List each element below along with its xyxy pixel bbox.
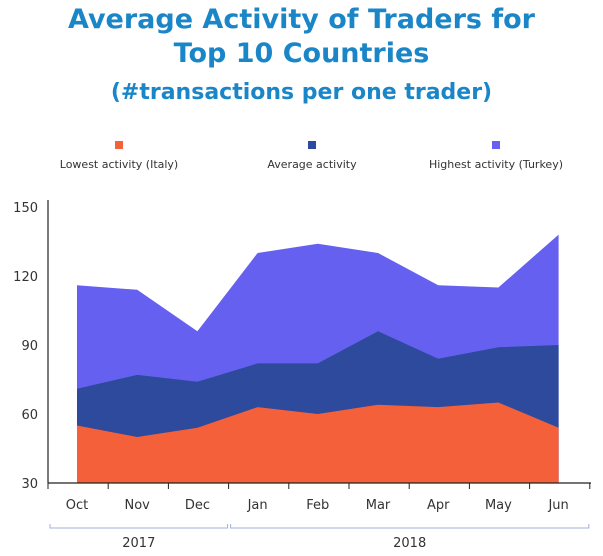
group-bracket: [49, 524, 229, 529]
area-series-2: [77, 402, 559, 483]
legend-swatch: [492, 141, 500, 149]
y-tick-label: 120: [13, 270, 38, 285]
x-tick-label: Jun: [547, 498, 568, 513]
x-tick-label: Feb: [306, 498, 329, 513]
y-tick-label: 90: [21, 339, 38, 354]
x-tick-label: May: [485, 498, 512, 513]
legend-label: Average activity: [267, 158, 357, 171]
chart-title-line-2: Top 10 Countries: [173, 38, 430, 69]
y-tick-label: 30: [21, 477, 38, 492]
x-tick-label: Apr: [427, 498, 450, 513]
legend-label: Highest activity (Turkey): [429, 158, 563, 171]
x-tick-label: Mar: [366, 498, 391, 513]
chart-title-line-1: Average Activity of Traders for: [68, 4, 535, 35]
legend-swatch: [308, 141, 316, 149]
group-bracket: [230, 524, 590, 529]
legend-label: Lowest activity (Italy): [60, 158, 178, 171]
x-tick-label: Oct: [66, 498, 88, 513]
y-tick-label: 60: [21, 408, 38, 423]
x-tick-label: Dec: [185, 498, 210, 513]
legend-swatch: [115, 141, 123, 149]
group-label: 2018: [393, 536, 426, 551]
y-tick-label: 150: [13, 201, 38, 216]
x-tick-label: Nov: [125, 498, 151, 513]
x-tick-label: Jan: [247, 498, 268, 513]
chart-subtitle: (#transactions per one trader): [110, 80, 493, 105]
group-label: 2017: [122, 536, 155, 551]
